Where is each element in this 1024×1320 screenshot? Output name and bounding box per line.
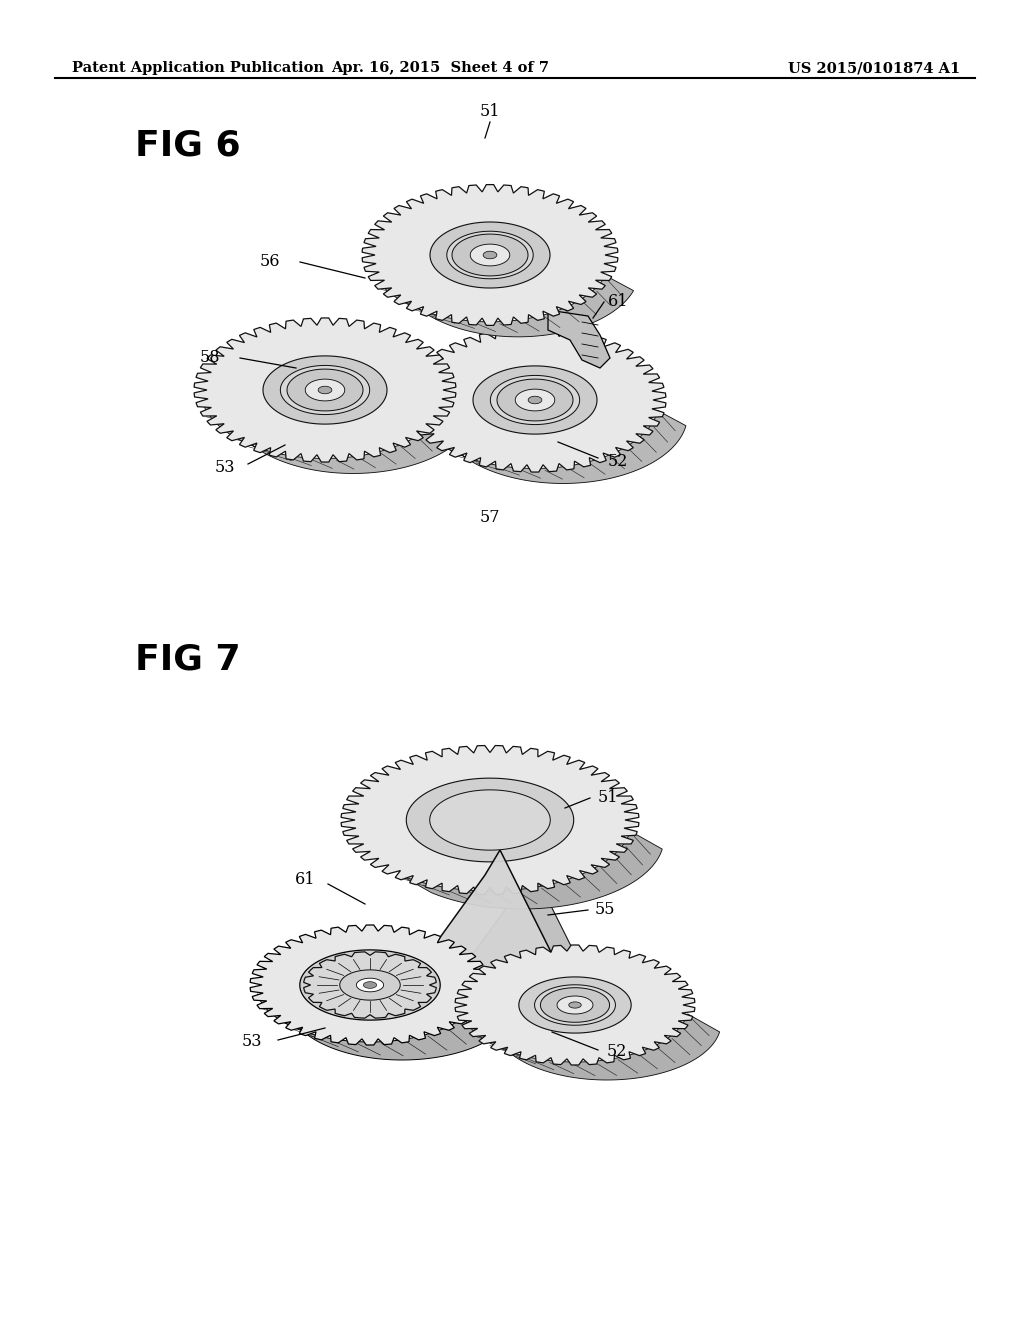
Polygon shape [568, 1002, 582, 1008]
Polygon shape [446, 231, 534, 279]
Polygon shape [362, 185, 617, 326]
Text: 56: 56 [260, 253, 281, 271]
Polygon shape [202, 401, 476, 474]
Text: Apr. 16, 2015  Sheet 4 of 7: Apr. 16, 2015 Sheet 4 of 7 [331, 61, 549, 75]
Polygon shape [399, 832, 663, 909]
Text: 53: 53 [215, 459, 236, 477]
Polygon shape [341, 746, 639, 895]
Polygon shape [467, 1014, 720, 1080]
Text: FIG 7: FIG 7 [135, 643, 241, 677]
Polygon shape [318, 387, 332, 393]
Text: 58: 58 [200, 350, 220, 367]
Polygon shape [483, 251, 497, 259]
Polygon shape [304, 952, 436, 1018]
Text: US 2015/0101874 A1: US 2015/0101874 A1 [787, 61, 961, 75]
Polygon shape [300, 950, 440, 1020]
Polygon shape [257, 994, 508, 1060]
Text: 51: 51 [598, 789, 618, 807]
Polygon shape [417, 411, 686, 483]
Polygon shape [395, 850, 565, 1010]
Polygon shape [427, 869, 597, 1028]
Polygon shape [287, 370, 362, 411]
Polygon shape [452, 234, 528, 276]
Polygon shape [263, 356, 387, 424]
Text: 51: 51 [480, 103, 501, 120]
Polygon shape [382, 276, 634, 337]
Polygon shape [497, 379, 573, 421]
Text: 55: 55 [595, 902, 615, 919]
Polygon shape [305, 379, 345, 401]
Polygon shape [430, 789, 550, 850]
Text: 61: 61 [295, 871, 315, 888]
Text: Patent Application Publication: Patent Application Publication [72, 61, 324, 75]
Polygon shape [340, 970, 400, 1001]
Polygon shape [470, 244, 510, 265]
Polygon shape [541, 987, 609, 1022]
Polygon shape [407, 779, 573, 862]
Text: FIG 6: FIG 6 [135, 128, 241, 162]
Polygon shape [455, 945, 695, 1065]
Text: 52: 52 [607, 1044, 627, 1060]
Text: 57: 57 [480, 510, 501, 527]
Polygon shape [490, 375, 580, 425]
Polygon shape [515, 389, 555, 411]
Polygon shape [430, 222, 550, 288]
Polygon shape [404, 327, 666, 473]
Polygon shape [356, 978, 384, 991]
Polygon shape [473, 366, 597, 434]
Polygon shape [548, 310, 610, 368]
Polygon shape [528, 396, 542, 404]
Polygon shape [250, 925, 489, 1045]
Polygon shape [364, 982, 377, 989]
Polygon shape [519, 977, 631, 1034]
Text: 53: 53 [242, 1034, 262, 1051]
Polygon shape [281, 366, 370, 414]
Text: 52: 52 [608, 454, 628, 470]
Polygon shape [195, 318, 456, 462]
Polygon shape [557, 997, 593, 1014]
Text: 61: 61 [608, 293, 629, 310]
Polygon shape [535, 985, 615, 1026]
